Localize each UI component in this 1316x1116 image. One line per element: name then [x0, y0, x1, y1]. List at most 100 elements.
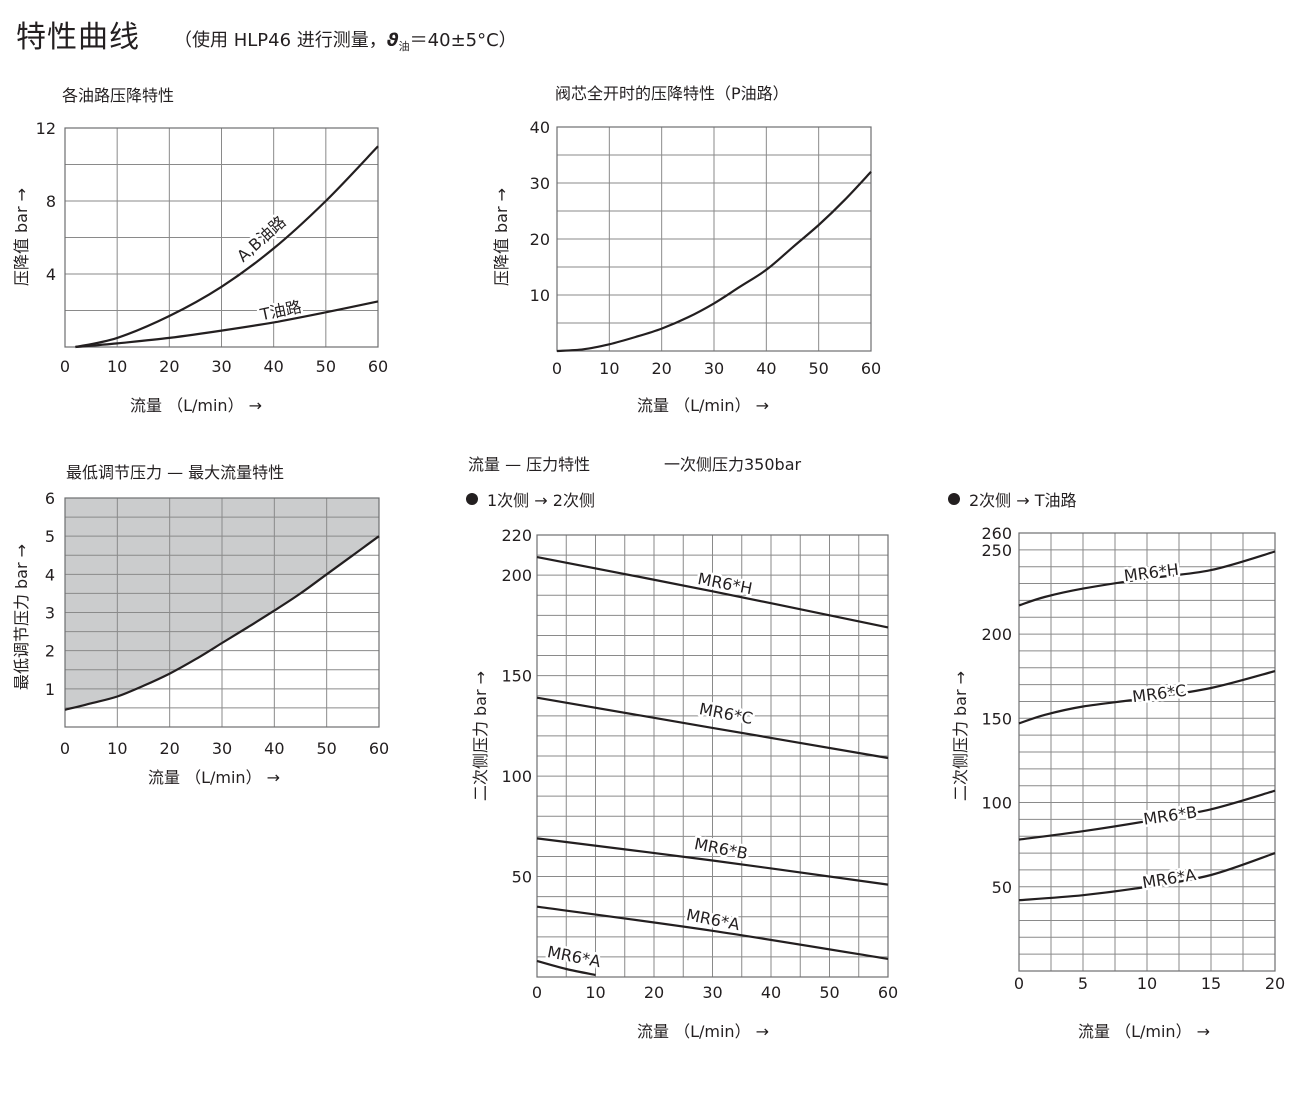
series-line: [556, 171, 872, 353]
series-line: [536, 959, 596, 977]
plot-area: 0 10 20 30 40 50 60 1 2 3 4 5 6: [45, 489, 389, 758]
y-tick-label: 50: [992, 878, 1012, 897]
y-tick-label: 3: [45, 604, 55, 623]
y-tick-label: 200: [981, 625, 1012, 644]
x-tick-label: 0: [60, 357, 70, 376]
y-tick-label: 10: [530, 286, 550, 305]
plot-frame: [64, 127, 379, 348]
y-axis-label: 压降值 bar →: [492, 188, 511, 286]
y-tick-label: 200: [501, 566, 532, 585]
x-tick-label: 0: [552, 359, 562, 378]
y-tick-label: 20: [530, 230, 550, 249]
x-tick-label: 20: [159, 739, 179, 758]
chart-note: 一次侧压力350bar: [664, 455, 802, 474]
x-tick-label: 15: [1201, 974, 1221, 993]
y-tick-label: 1: [45, 680, 55, 699]
x-tick-label: 30: [702, 983, 722, 1002]
series-label: MR6*B: [1142, 802, 1198, 828]
x-tick-label: 60: [368, 357, 388, 376]
y-tick-label: 5: [45, 527, 55, 546]
y-tick-label: 100: [981, 794, 1012, 813]
x-tick-label: 50: [819, 983, 839, 1002]
plot-frame: [64, 497, 380, 728]
y-tick-label: 2: [45, 642, 55, 661]
x-tick-label: 50: [316, 739, 336, 758]
x-tick-label: 30: [704, 359, 724, 378]
x-tick-label: 40: [756, 359, 776, 378]
series-line: [64, 535, 380, 711]
y-axis-label: 二次侧压力 bar →: [471, 671, 490, 801]
x-tick-label: 10: [107, 739, 127, 758]
bullet-icon: [948, 493, 960, 505]
x-tick-label: 30: [211, 357, 231, 376]
series-label: T油路: [257, 297, 303, 324]
series-line: [1018, 789, 1276, 841]
series-line: [75, 145, 379, 349]
series-line: [536, 837, 889, 886]
x-tick-label: 0: [60, 739, 70, 758]
y-tick-label: 50: [512, 868, 532, 887]
x-tick-label: 10: [585, 983, 605, 1002]
x-axis-label: 流量 （L/min） →: [637, 1022, 769, 1041]
y-axis-label: 压降值 bar →: [12, 188, 31, 286]
x-tick-label: 0: [1014, 974, 1024, 993]
series-label: MR6*H: [1123, 560, 1180, 586]
y-axis-label: 最低调节压力 bar →: [12, 544, 31, 690]
x-axis-label: 流量 （L/min） →: [148, 768, 280, 787]
series-line: [1018, 852, 1276, 902]
y-tick-label: 8: [46, 192, 56, 211]
x-axis-label: 流量 （L/min） →: [1078, 1022, 1210, 1041]
x-tick-label: 50: [316, 357, 336, 376]
page-title: 特性曲线: [16, 20, 140, 55]
x-tick-label: 60: [369, 739, 389, 758]
x-tick-label: 40: [761, 983, 781, 1002]
temperature-subscript: 油: [398, 40, 410, 53]
chart-title: 阀芯全开时的压降特性（P油路）: [555, 84, 789, 103]
series-line: [1018, 550, 1276, 607]
x-tick-label: 10: [1137, 974, 1157, 993]
y-tick-label: 250: [981, 541, 1012, 560]
y-tick-label: 30: [530, 174, 550, 193]
plot-area: 0 5 10 15 2050100150200250260MR6*HMR6*CMR6*B…: [981, 524, 1285, 993]
x-tick-label: 10: [107, 357, 127, 376]
series-line: [1018, 670, 1276, 725]
condition-prefix: （使用 HLP46 进行测量，: [174, 30, 387, 51]
x-tick-label: 20: [644, 983, 664, 1002]
series-line: [536, 696, 889, 760]
x-axis-label: 流量 （L/min） →: [130, 396, 262, 415]
bullet-icon: [466, 493, 478, 505]
chart-subtitle: 1次侧 → 2次侧: [487, 491, 595, 510]
y-tick-label: 150: [501, 667, 532, 686]
y-tick-label: 6: [45, 489, 55, 508]
series-label: MR6*A: [685, 905, 742, 934]
series-line: [536, 556, 889, 629]
plot-frame: [1018, 532, 1276, 972]
plot-frame: [556, 126, 872, 352]
y-tick-label: 40: [530, 118, 550, 137]
y-tick-label: 100: [501, 767, 532, 786]
x-tick-label: 50: [808, 359, 828, 378]
chart-flow-pressure-2toT: 2次侧 → T油路 流量 （L/min） → 二次侧压力 bar → 0 5 10 1…: [948, 491, 1285, 1041]
x-tick-label: 20: [1265, 974, 1285, 993]
plot-frame: [536, 534, 889, 978]
chart-pressure-drop: 各油路压降特性 流量 （L/min） → 压降值 bar → 0 10 20 30 40…: [12, 86, 388, 415]
series-line: [536, 905, 889, 960]
series-label: MR6*C: [698, 699, 755, 728]
x-tick-label: 60: [861, 359, 881, 378]
x-tick-label: 40: [263, 357, 283, 376]
x-tick-label: 20: [651, 359, 671, 378]
x-tick-label: 60: [878, 983, 898, 1002]
chart-title: 流量 — 压力特性: [468, 455, 590, 474]
measurement-condition: （使用 HLP46 进行测量，ϑ油＝40±5°C）: [174, 26, 517, 53]
y-tick-label: 4: [45, 565, 55, 584]
x-tick-label: 0: [532, 983, 542, 1002]
chart-min-pressure: 最低调节压力 — 最大流量特性 流量 （L/min） → 最低调节压力 bar …: [12, 463, 389, 787]
chart-pressure-drop-p: 阀芯全开时的压降特性（P油路） 流量 （L/min） → 压降值 bar → 0…: [492, 84, 881, 415]
temperature-symbol: ϑ: [386, 30, 399, 51]
chart-flow-pressure-1to2: 流量 — 压力特性 一次侧压力350bar 1次侧 → 2次侧 流量 （L/mi…: [466, 455, 898, 1041]
plot-area: 0 10 20 30 40 50 6050100150200220MR6*HMR6*CMR6…: [501, 526, 898, 1002]
plot-area: 0 10 20 30 40 50 60 10 20 30 40: [530, 118, 882, 378]
chart-subtitle: 2次侧 → T油路: [969, 491, 1077, 510]
chart-title: 最低调节压力 — 最大流量特性: [66, 463, 284, 482]
